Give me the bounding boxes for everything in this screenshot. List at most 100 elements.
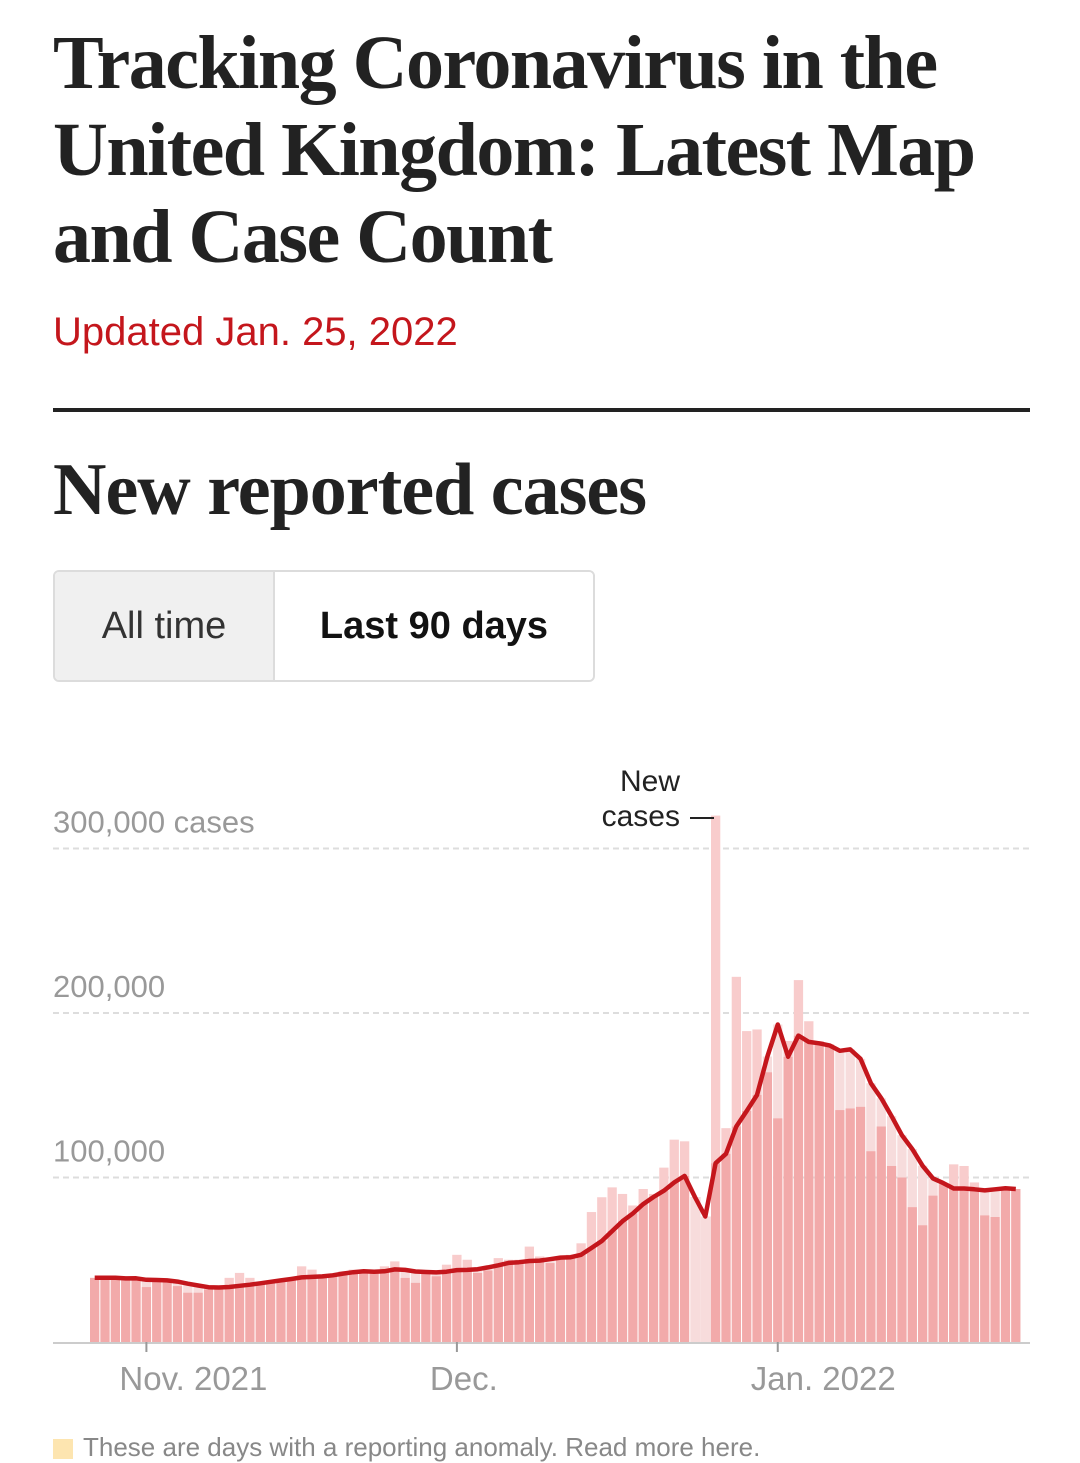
bar — [752, 1095, 761, 1342]
y-tick-label: 100,000 — [53, 1134, 165, 1169]
bar — [463, 1270, 472, 1342]
bar — [307, 1277, 316, 1342]
bar — [628, 1213, 637, 1342]
bar — [266, 1283, 275, 1342]
bar — [545, 1263, 554, 1342]
bar — [587, 1248, 596, 1342]
bar-excess — [794, 980, 803, 1035]
bar — [525, 1261, 534, 1342]
bar — [763, 1072, 772, 1342]
anomaly-bar — [690, 1197, 700, 1342]
bar — [639, 1204, 648, 1342]
bar-deficit — [980, 1190, 989, 1215]
bar — [618, 1221, 627, 1342]
bar — [670, 1182, 679, 1342]
bar — [514, 1262, 523, 1342]
x-tick-label: Nov. 2021 — [119, 1360, 267, 1397]
bar — [959, 1189, 968, 1342]
bar — [111, 1278, 120, 1342]
bar — [287, 1279, 296, 1342]
bar — [783, 1057, 792, 1342]
bar — [369, 1272, 378, 1342]
anomaly-bar — [701, 1217, 711, 1342]
bar — [939, 1184, 948, 1342]
bar — [359, 1273, 368, 1342]
bar-excess — [597, 1197, 606, 1241]
bar — [214, 1289, 223, 1342]
bar — [183, 1293, 192, 1342]
bar — [928, 1196, 937, 1342]
bar — [649, 1197, 658, 1342]
bar — [773, 1118, 782, 1342]
bar — [846, 1108, 855, 1342]
bar — [442, 1272, 451, 1342]
bar — [276, 1280, 285, 1342]
bar — [535, 1261, 544, 1342]
bar — [608, 1231, 617, 1342]
bar — [235, 1286, 244, 1342]
bar-deficit — [835, 1051, 844, 1110]
bar — [411, 1283, 420, 1342]
bar — [256, 1283, 265, 1342]
bar-excess — [608, 1187, 617, 1231]
bar-excess — [711, 816, 720, 1164]
annotation-line-1: New — [620, 765, 680, 798]
bar — [142, 1287, 151, 1342]
bar — [100, 1278, 109, 1342]
bar — [421, 1273, 430, 1342]
bar — [401, 1278, 410, 1342]
bar — [452, 1270, 461, 1342]
bar — [897, 1178, 906, 1343]
y-tick-label: 200,000 — [53, 969, 165, 1004]
bar — [980, 1215, 989, 1342]
bar-deficit — [846, 1049, 855, 1108]
bar — [949, 1189, 958, 1342]
bar — [194, 1293, 203, 1342]
bar — [990, 1217, 999, 1342]
bar — [856, 1107, 865, 1342]
bar — [576, 1255, 585, 1342]
bar — [380, 1271, 389, 1342]
bar — [721, 1154, 730, 1342]
bar — [877, 1127, 886, 1342]
bar — [90, 1278, 99, 1342]
bar — [297, 1277, 306, 1342]
bar — [908, 1207, 917, 1342]
bar — [659, 1191, 668, 1342]
bar — [732, 1127, 741, 1342]
bar — [121, 1280, 130, 1342]
annotation-line-2: cases — [602, 800, 680, 833]
bar — [131, 1278, 140, 1342]
x-tick-label: Dec. — [430, 1360, 498, 1397]
bar — [494, 1265, 503, 1342]
bar — [804, 1042, 813, 1342]
bar — [473, 1273, 482, 1342]
bar — [338, 1274, 347, 1342]
bar — [245, 1285, 254, 1342]
bar — [566, 1257, 575, 1342]
bar-excess — [587, 1212, 596, 1248]
bar — [504, 1263, 513, 1342]
bar — [225, 1287, 234, 1342]
bar-excess — [959, 1166, 968, 1189]
bar — [1001, 1189, 1010, 1342]
bar — [432, 1276, 441, 1342]
bar — [349, 1272, 358, 1342]
bar — [866, 1151, 875, 1342]
bar — [835, 1110, 844, 1342]
bar-excess — [670, 1140, 679, 1183]
anomaly-legend: These are days with a reporting anomaly.… — [53, 1432, 760, 1463]
bar — [556, 1260, 565, 1342]
x-tick-label: Jan. 2022 — [751, 1360, 896, 1397]
anomaly-legend-text[interactable]: These are days with a reporting anomaly.… — [83, 1432, 760, 1462]
bar — [1011, 1189, 1020, 1342]
bar — [742, 1111, 751, 1342]
bar — [173, 1286, 182, 1342]
bar — [390, 1269, 399, 1342]
bar-deficit — [990, 1189, 999, 1217]
bar — [483, 1270, 492, 1342]
bar — [152, 1281, 161, 1342]
bar — [815, 1043, 824, 1342]
bar — [825, 1045, 834, 1342]
